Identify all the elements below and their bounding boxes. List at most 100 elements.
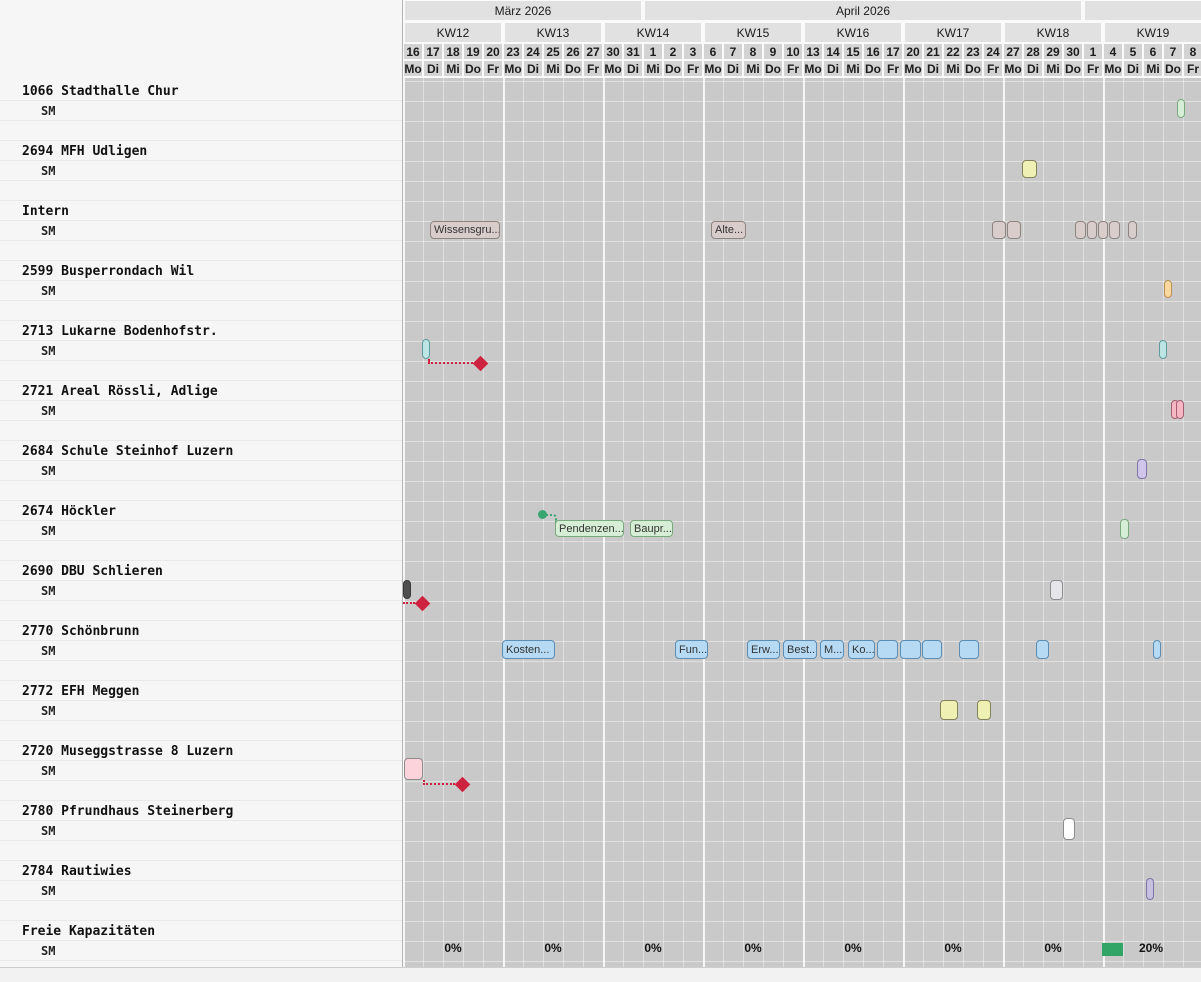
gantt-bar[interactable] <box>403 580 411 599</box>
gantt-bar[interactable]: Fun... <box>675 640 708 659</box>
project-name[interactable]: 2720 Museggstrasse 8 Luzern <box>22 743 234 759</box>
weekday-cell: Di <box>524 61 542 76</box>
gantt-bar[interactable] <box>1153 640 1161 659</box>
week-cell: KW16 <box>805 23 901 42</box>
weekday-cell: Mo <box>604 61 622 76</box>
resource-label[interactable]: SM <box>41 464 56 478</box>
resource-label[interactable]: SM <box>41 764 56 778</box>
week-cell: KW19 <box>1105 23 1201 42</box>
day-number-cell: 27 <box>584 44 602 59</box>
horizontal-scrollbar[interactable] <box>0 967 1201 982</box>
weekday-cell: Di <box>624 61 642 76</box>
gantt-bar[interactable] <box>877 640 898 659</box>
weekday-cell: Di <box>824 61 842 76</box>
gantt-bar[interactable] <box>1050 580 1063 600</box>
day-number-cell: 30 <box>1064 44 1082 59</box>
project-name[interactable]: 2784 Rautiwies <box>22 863 132 879</box>
gantt-bar[interactable] <box>959 640 979 659</box>
milestone-diamond[interactable] <box>414 595 430 611</box>
gantt-bar[interactable] <box>900 640 921 659</box>
gantt-bar[interactable]: M... <box>820 640 844 659</box>
project-name[interactable]: 2684 Schule Steinhof Luzern <box>22 443 234 459</box>
resource-label[interactable]: SM <box>41 944 56 958</box>
capacity-bar <box>1102 943 1123 956</box>
gantt-bar[interactable] <box>977 700 991 720</box>
day-number-cell: 16 <box>864 44 882 59</box>
day-number-cell: 25 <box>544 44 562 59</box>
gantt-bar[interactable] <box>1164 280 1172 298</box>
weekday-cell: Mi <box>1044 61 1062 76</box>
resource-label[interactable]: SM <box>41 884 56 898</box>
gantt-bar[interactable]: Wissensgru... <box>430 221 500 239</box>
resource-label[interactable]: SM <box>41 584 56 598</box>
gantt-bar[interactable] <box>1007 221 1021 239</box>
gantt-bar[interactable] <box>1120 519 1129 539</box>
weekday-cell: Mo <box>504 61 522 76</box>
resource-label[interactable]: SM <box>41 704 56 718</box>
gantt-bar[interactable] <box>1098 221 1108 239</box>
start-dot[interactable] <box>537 509 547 519</box>
gantt-bar[interactable] <box>1176 400 1184 419</box>
resource-label[interactable]: SM <box>41 284 56 298</box>
gantt-bar[interactable] <box>992 221 1006 239</box>
project-name[interactable]: 2770 Schönbrunn <box>22 623 140 639</box>
weekday-cell: Mi <box>1144 61 1162 76</box>
gantt-bar[interactable] <box>1109 221 1120 239</box>
gantt-bar[interactable]: Alte... <box>711 221 746 239</box>
gantt-bar[interactable] <box>422 339 430 359</box>
gantt-bar[interactable] <box>1177 99 1185 118</box>
resource-label[interactable]: SM <box>41 164 56 178</box>
project-name[interactable]: 2690 DBU Schlieren <box>22 563 163 579</box>
project-name[interactable]: 2713 Lukarne Bodenhofstr. <box>22 323 218 339</box>
weekday-cell: Do <box>864 61 882 76</box>
gantt-bar[interactable] <box>922 640 942 659</box>
resource-label[interactable]: SM <box>41 824 56 838</box>
gantt-bar[interactable] <box>940 700 958 720</box>
gantt-bar[interactable]: Erw... <box>747 640 780 659</box>
gantt-bar[interactable] <box>1063 818 1075 840</box>
gantt-bar[interactable] <box>1075 221 1086 239</box>
project-name[interactable]: Intern <box>22 203 69 219</box>
capacity-value: 20% <box>1138 941 1164 955</box>
milestone-diamond[interactable] <box>454 776 470 792</box>
project-name[interactable]: 2772 EFH Meggen <box>22 683 140 699</box>
project-name[interactable]: Freie Kapazitäten <box>22 923 156 939</box>
day-number-cell: 15 <box>844 44 862 59</box>
gantt-bar[interactable] <box>404 758 423 780</box>
gantt-bar[interactable] <box>1137 459 1147 479</box>
gantt-bar[interactable] <box>1146 878 1154 900</box>
resource-label[interactable]: SM <box>41 104 56 118</box>
gantt-bar[interactable]: Best... <box>783 640 817 659</box>
gantt-bar[interactable] <box>1036 640 1049 659</box>
weekday-cell: Do <box>664 61 682 76</box>
gantt-bar[interactable] <box>1022 160 1037 178</box>
project-name[interactable]: 2780 Pfrundhaus Steinerberg <box>22 803 234 819</box>
week-cell: KW12 <box>405 23 501 42</box>
day-number-cell: 29 <box>1044 44 1062 59</box>
gantt-bar[interactable]: Kosten... <box>502 640 555 659</box>
project-name[interactable]: 2599 Busperrondach Wil <box>22 263 195 279</box>
gantt-bar[interactable]: Pendenzen... <box>555 520 624 537</box>
weekday-cell: Mo <box>1004 61 1022 76</box>
resource-label[interactable]: SM <box>41 404 56 418</box>
gantt-bar[interactable] <box>1128 221 1137 239</box>
project-name[interactable]: 2674 Höckler <box>22 503 116 519</box>
weekday-cell: Fr <box>684 61 702 76</box>
day-number-cell: 13 <box>804 44 822 59</box>
resource-label[interactable]: SM <box>41 524 56 538</box>
gantt-bar[interactable] <box>1087 221 1097 239</box>
project-name[interactable]: 1066 Stadthalle Chur <box>22 83 179 99</box>
gantt-bar[interactable]: Baupr... <box>630 520 673 537</box>
day-number-cell: 31 <box>624 44 642 59</box>
gantt-bar[interactable]: Ko... <box>848 640 875 659</box>
milestone-diamond[interactable] <box>472 355 488 371</box>
week-cell: KW13 <box>505 23 601 42</box>
resource-label[interactable]: SM <box>41 644 56 658</box>
gantt-bar[interactable] <box>1159 340 1167 359</box>
resource-label[interactable]: SM <box>41 224 56 238</box>
project-name[interactable]: 2721 Areal Rössli, Adlige <box>22 383 218 399</box>
project-name[interactable]: 2694 MFH Udligen <box>22 143 148 159</box>
weekday-cell: Do <box>764 61 782 76</box>
resource-label[interactable]: SM <box>41 344 56 358</box>
day-number-cell: 6 <box>1144 44 1162 59</box>
